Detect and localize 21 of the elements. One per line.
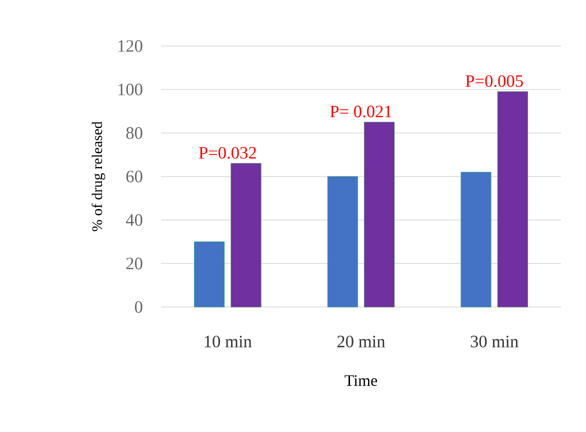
bar bbox=[364, 122, 395, 308]
y-axis-title: % of drug released bbox=[92, 121, 106, 232]
annotation: P= 0.021 bbox=[330, 106, 392, 118]
bar bbox=[327, 176, 358, 308]
bar bbox=[230, 163, 262, 308]
x-tick-label: 20 min bbox=[337, 336, 386, 348]
bar bbox=[194, 241, 225, 308]
annotation: P=0.005 bbox=[466, 75, 523, 87]
bar bbox=[460, 172, 492, 308]
x-tick-label: 10 min bbox=[204, 336, 252, 348]
x-tick-label: 30 min bbox=[470, 336, 518, 348]
y-tick-label: 100 bbox=[118, 84, 142, 96]
y-tick-label: 80 bbox=[126, 127, 142, 139]
y-tick-label: 60 bbox=[126, 170, 142, 182]
x-axis-title: Time bbox=[344, 375, 378, 386]
y-tick-label: 40 bbox=[126, 214, 142, 226]
annotation: P=0.032 bbox=[198, 146, 256, 159]
y-tick-label: 120 bbox=[118, 40, 142, 52]
y-tick-label: 20 bbox=[126, 258, 142, 270]
bar bbox=[497, 91, 528, 308]
y-tick-label: 0 bbox=[134, 301, 142, 313]
